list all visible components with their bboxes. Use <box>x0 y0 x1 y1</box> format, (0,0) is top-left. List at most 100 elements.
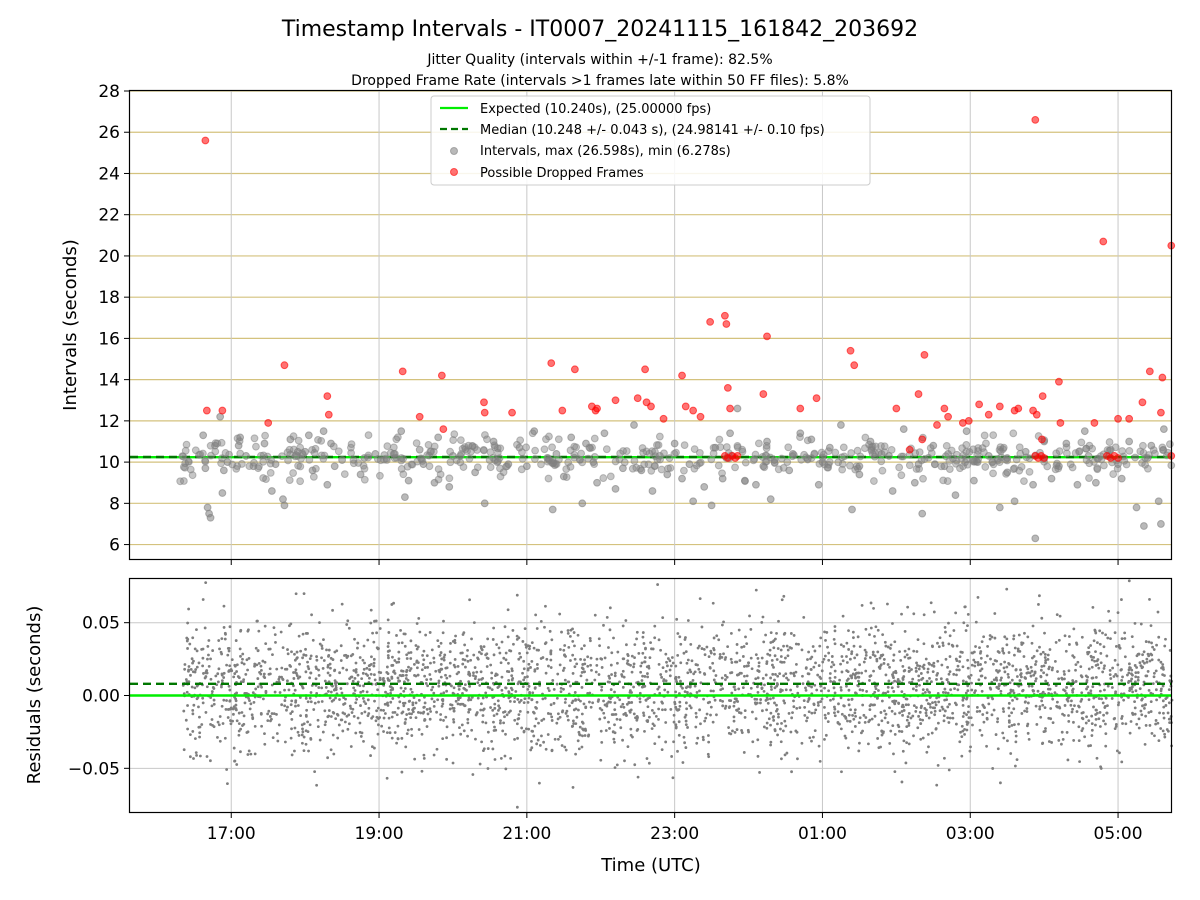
residual-point <box>1164 697 1168 701</box>
residual-point <box>1023 709 1027 713</box>
residual-point <box>1006 672 1010 676</box>
residual-point <box>386 654 390 657</box>
residual-point <box>1114 673 1118 676</box>
residual-point <box>1152 648 1156 651</box>
residual-point <box>646 705 650 709</box>
interval-point <box>895 463 904 472</box>
residual-point <box>974 689 977 692</box>
residual-point <box>375 631 378 635</box>
interval-point <box>389 443 398 452</box>
residual-point <box>367 712 371 715</box>
residual-point <box>679 679 682 683</box>
interval-point <box>1154 497 1163 506</box>
residual-point <box>1155 680 1159 684</box>
residual-point <box>901 749 905 753</box>
residual-point <box>613 701 617 705</box>
residual-point <box>191 708 195 712</box>
residual-point <box>627 662 630 666</box>
residual-point <box>941 641 945 645</box>
residual-point <box>1141 704 1144 708</box>
residual-point <box>372 657 376 661</box>
residual-point <box>566 714 569 718</box>
residual-point <box>1046 653 1050 657</box>
residual-point <box>810 739 813 743</box>
residual-point <box>944 657 948 661</box>
residual-point <box>1007 725 1011 729</box>
residual-point <box>686 726 689 729</box>
residual-point <box>674 705 678 709</box>
residual-point <box>760 709 764 713</box>
interval-point <box>1118 447 1127 455</box>
residual-point <box>441 737 445 741</box>
residual-point <box>522 730 526 734</box>
residual-point <box>423 701 427 705</box>
interval-point <box>690 464 699 473</box>
residual-point <box>622 712 626 716</box>
interval-point <box>984 452 993 460</box>
residual-point <box>463 687 467 691</box>
residual-point <box>877 723 881 727</box>
residual-point <box>544 671 548 675</box>
residual-point <box>273 633 277 637</box>
residual-point <box>1084 721 1088 725</box>
residual-point <box>632 712 636 716</box>
residual-point <box>382 677 385 680</box>
residual-point <box>603 703 607 707</box>
residual-point <box>889 729 893 733</box>
residual-point <box>317 673 321 677</box>
residual-point <box>305 708 309 712</box>
residual-point <box>969 745 972 749</box>
residual-point <box>854 691 857 695</box>
interval-point <box>296 477 305 486</box>
residual-point <box>873 714 877 718</box>
residual-point <box>850 650 854 654</box>
interval-point <box>619 464 627 473</box>
residual-point <box>286 679 289 683</box>
dropped-frame-point <box>796 404 805 413</box>
residual-point <box>935 678 938 681</box>
residual-point <box>642 642 646 645</box>
residual-point <box>808 736 812 740</box>
residual-point <box>535 700 539 704</box>
residual-point <box>912 704 916 707</box>
residual-point <box>353 676 357 680</box>
residual-point <box>873 635 876 638</box>
residual-point <box>955 703 958 707</box>
residual-point <box>608 676 612 680</box>
residual-point <box>397 660 401 664</box>
residual-point <box>893 679 897 683</box>
residual-point <box>779 740 783 744</box>
residual-point <box>362 684 365 688</box>
residual-point <box>992 662 995 666</box>
residual-point <box>218 739 222 743</box>
residual-point <box>390 715 394 719</box>
residual-point <box>636 775 640 779</box>
residual-point <box>936 659 940 663</box>
residual-point <box>293 652 296 656</box>
residual-point <box>811 645 815 648</box>
residual-point <box>1134 675 1138 679</box>
residual-point <box>513 696 517 699</box>
residual-point <box>819 684 823 688</box>
residual-point <box>1148 724 1152 727</box>
residual-point <box>468 684 471 688</box>
residual-point <box>1022 655 1026 658</box>
residual-point <box>992 708 996 712</box>
residual-point <box>709 705 713 709</box>
residual-point <box>897 702 901 705</box>
residual-point <box>833 625 837 628</box>
residual-point <box>359 735 363 738</box>
residual-point <box>921 718 925 722</box>
residual-point <box>1001 731 1005 735</box>
residual-point <box>456 664 460 668</box>
residual-point <box>780 757 783 761</box>
residual-point <box>189 668 193 671</box>
residual-point <box>430 697 434 701</box>
residual-point <box>969 716 973 720</box>
interval-point <box>249 462 258 471</box>
residual-point <box>550 719 554 722</box>
residual-point <box>951 716 955 720</box>
residual-point <box>463 643 467 647</box>
residual-point <box>635 637 638 641</box>
residual-point <box>1123 631 1127 635</box>
